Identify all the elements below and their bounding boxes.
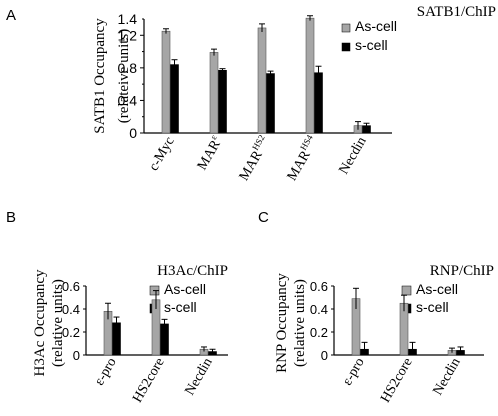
legend-label: s-cell	[355, 37, 388, 53]
legend-label: As-cell	[416, 281, 458, 297]
category-label-base: Necdin	[337, 135, 370, 178]
category-label: Necdin	[337, 135, 370, 178]
legend-swatch-as-cell	[341, 23, 351, 33]
y-tick-label: 0.4	[118, 92, 138, 108]
panel-letter-b: B	[6, 209, 16, 226]
category-label: ε-pro	[340, 356, 368, 389]
y-axis-label: RNP Occupancy	[274, 273, 290, 373]
y-tick-label: 0.2	[310, 325, 328, 340]
category-label: MARHS4	[282, 133, 322, 184]
bar	[209, 52, 219, 134]
category-label: MARHS2	[234, 133, 274, 184]
category-label: ε-pro	[92, 356, 120, 389]
bar	[314, 72, 323, 134]
category-label-base: ε-pro	[340, 356, 368, 389]
chart-title: SATB1/ChIP	[417, 4, 496, 20]
category-label: c-Myc	[146, 135, 177, 174]
y-tick-label: 0.6	[310, 279, 328, 294]
y-axis-label: H3Ac Occupancy	[32, 269, 48, 377]
category-label: HS2core	[130, 356, 167, 406]
bar	[170, 64, 179, 134]
category-label-base: MAR	[195, 137, 224, 173]
category-label: HS2core	[378, 356, 415, 406]
category-label: Necdin	[183, 356, 216, 399]
y-axis-label: SATB1 Occupancy	[92, 18, 108, 134]
category-label: Necdin	[431, 356, 464, 399]
category-label-base: ε-pro	[92, 356, 120, 389]
panel-letter-c: C	[258, 209, 269, 226]
y-axis-label: (relative units)	[50, 279, 66, 367]
y-tick-label: 0.6	[62, 279, 80, 294]
legend-label: s-cell	[416, 299, 449, 315]
y-tick-label: 0.8	[118, 60, 138, 76]
bar	[305, 17, 315, 134]
legend-label: s-cell	[164, 299, 197, 315]
category-label-sup: ε	[208, 133, 219, 141]
panel-letter-a: A	[6, 7, 16, 24]
y-tick-label: 0	[129, 125, 137, 141]
bar	[161, 30, 171, 134]
chart-title: RNP/ChIP	[430, 263, 494, 279]
panel-a-satb1-chart: 0 0.4 0.8 1.21.4 SATB1 Occupancy (relateive u…	[92, 4, 496, 184]
y-tick-label: 0.4	[310, 302, 328, 317]
bar	[266, 73, 275, 134]
panel-c-rnp-chart: 0 0.2 0.4 0.6 RNP Occupancy (relative units) R…	[274, 263, 494, 405]
legend-label: As-cell	[355, 18, 397, 34]
category-label-sup: HS4	[298, 133, 315, 152]
category-label-base: MAR	[237, 148, 266, 184]
category-label-base: Necdin	[431, 356, 464, 399]
y-tick-label: 0	[73, 348, 80, 363]
legend-label: As-cell	[164, 281, 206, 297]
category-label: MARε	[192, 133, 226, 173]
bar	[257, 27, 267, 134]
category-label-sup: HS2	[250, 133, 267, 152]
y-axis-label: (relative units)	[292, 279, 308, 367]
category-label-base: HS2core	[378, 356, 415, 406]
bar	[218, 70, 227, 134]
y-tick-label: 0.2	[62, 325, 80, 340]
category-label-base: HS2core	[130, 356, 167, 406]
panel-b-h3ac-chart: 0 0.2 0.4 0.6 H3Ac Occupancy (relative units)…	[32, 263, 228, 405]
chart-title: H3Ac/ChIP	[157, 263, 228, 279]
category-label-base: c-Myc	[146, 135, 177, 174]
category-label-base: MAR	[285, 148, 314, 184]
y-tick-label: 1.2	[118, 27, 138, 43]
legend-swatch-as-cell	[401, 285, 412, 296]
y-tick-label-top: 1.4	[118, 11, 138, 27]
bar	[160, 323, 169, 356]
y-tick-label: 0.4	[62, 302, 80, 317]
y-axis-label: (relateive units)	[116, 29, 132, 124]
legend-swatch-s-cell	[341, 42, 351, 52]
category-label-base: Necdin	[183, 356, 216, 399]
y-tick-label: 0	[321, 348, 328, 363]
